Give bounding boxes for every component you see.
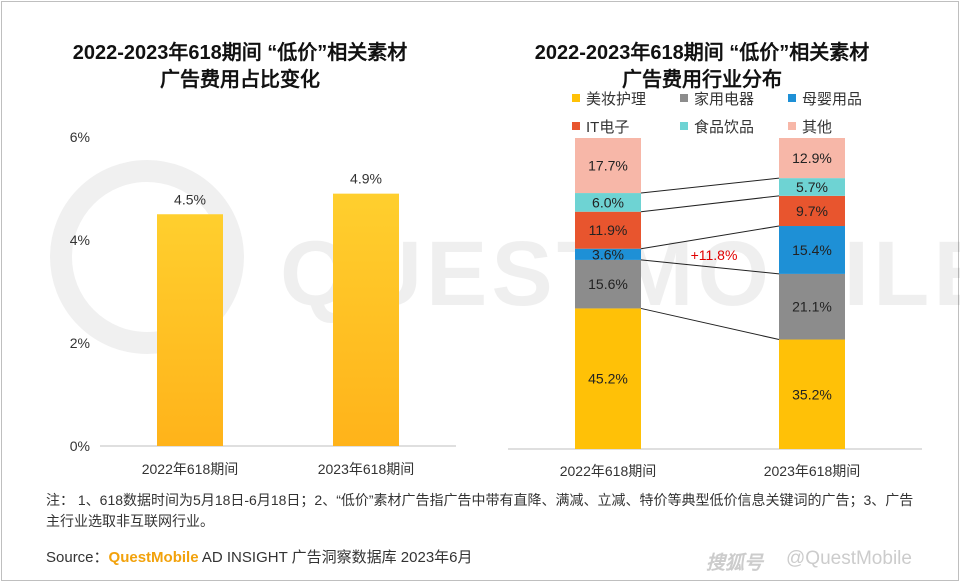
stacked-segment-4 xyxy=(779,178,845,196)
segment-value-label: 9.7% xyxy=(796,203,828,219)
source-brand: QuestMobile xyxy=(108,549,199,566)
legend-label: 家用电器 xyxy=(694,91,755,108)
title-line: 广告费用占比变化 xyxy=(160,69,320,91)
title-line: 2022-2023年618期间 “低价”相关素材 xyxy=(72,42,408,64)
bar xyxy=(157,214,223,446)
stacked-segment-2 xyxy=(779,226,845,274)
source-rest: AD INSIGHT 广告洞察数据库 2023年6月 xyxy=(198,549,473,566)
connector-line xyxy=(640,195,780,213)
stacked-segment-3 xyxy=(779,195,845,227)
legend-label: IT电子 xyxy=(586,119,630,136)
legend-swatch xyxy=(680,93,688,102)
x-tick-label: 2022年618期间 xyxy=(560,463,657,479)
segment-value-label: 5.7% xyxy=(796,179,828,195)
connector-line xyxy=(640,259,780,275)
segment-value-label: 15.4% xyxy=(792,242,832,258)
bar-value-label: 4.5% xyxy=(174,191,206,207)
legend-swatch xyxy=(788,121,796,130)
bar-value-label: 4.9% xyxy=(350,171,382,187)
legend-label: 母婴用品 xyxy=(802,91,863,108)
legend-label: 食品饮品 xyxy=(694,119,755,136)
title-line: 2022-2023年618期间 “低价”相关素材 xyxy=(534,42,870,64)
legend-label: 美妆护理 xyxy=(586,91,647,108)
y-tick-label: 0% xyxy=(70,438,90,454)
connector-line xyxy=(640,307,780,341)
stacked-segment-2 xyxy=(575,248,641,260)
legend-label: 其他 xyxy=(802,119,833,136)
segment-value-label: 11.9% xyxy=(589,222,628,238)
sohu-logo: 搜狐号 xyxy=(706,553,764,574)
segment-value-label: 21.1% xyxy=(792,299,832,315)
stacked-segment-0 xyxy=(779,339,845,449)
x-tick-label: 2022年618期间 xyxy=(142,461,239,477)
title-line: 广告费用行业分布 xyxy=(622,69,782,91)
stacked-segment-0 xyxy=(575,308,641,449)
stacked-segment-3 xyxy=(575,211,641,249)
x-tick-label: 2023年618期间 xyxy=(764,463,861,479)
legend-item: 美妆护理 xyxy=(572,88,646,109)
stacked-segment-4 xyxy=(575,193,641,212)
legend-item: 母婴用品 xyxy=(788,88,862,109)
legend-swatch xyxy=(680,121,688,130)
y-tick-label: 2% xyxy=(70,335,90,351)
stacked-segment-1 xyxy=(779,273,845,340)
connector-line xyxy=(640,225,780,250)
source-line: Source：QuestMobile AD INSIGHT 广告洞察数据库 20… xyxy=(46,546,473,567)
legend-swatch xyxy=(572,93,580,102)
growth-annotation: +11.8% xyxy=(691,247,738,263)
segment-value-label: 35.2% xyxy=(792,386,832,402)
stacked-segment-5 xyxy=(575,138,641,194)
y-tick-label: 6% xyxy=(70,129,90,145)
right-chart-title: 2022-2023年618期间 “低价”相关素材 广告费用行业分布 xyxy=(472,40,932,94)
x-tick-label: 2023年618期间 xyxy=(318,461,415,477)
segment-value-label: 17.7% xyxy=(588,158,628,174)
legend-swatch xyxy=(572,121,580,130)
y-tick-label: 4% xyxy=(70,232,90,248)
stacked-segment-1 xyxy=(575,259,641,309)
segment-value-label: 6.0% xyxy=(592,194,624,210)
segment-value-label: 12.9% xyxy=(792,150,832,166)
account-handle: @QuestMobile xyxy=(786,548,912,569)
segment-value-label: 45.2% xyxy=(588,371,628,387)
source-prefix: Source： xyxy=(46,549,109,566)
segment-value-label: 3.6% xyxy=(592,246,624,262)
legend-item: 家用电器 xyxy=(680,88,754,109)
connector-line xyxy=(640,177,780,194)
bar xyxy=(333,193,399,446)
legend-item: IT电子 xyxy=(572,116,629,137)
stacked-segment-5 xyxy=(779,138,845,179)
left-chart-title: 2022-2023年618期间 “低价”相关素材 广告费用占比变化 xyxy=(30,40,450,94)
legend-item: 其他 xyxy=(788,116,832,137)
legend-swatch xyxy=(788,93,796,102)
legend-item: 食品饮品 xyxy=(680,116,754,137)
footnote: 注： 1、618数据时间为5月18日-6月18日；2、“低价”素材广告指广告中带… xyxy=(46,492,914,529)
segment-value-label: 15.6% xyxy=(588,276,628,292)
